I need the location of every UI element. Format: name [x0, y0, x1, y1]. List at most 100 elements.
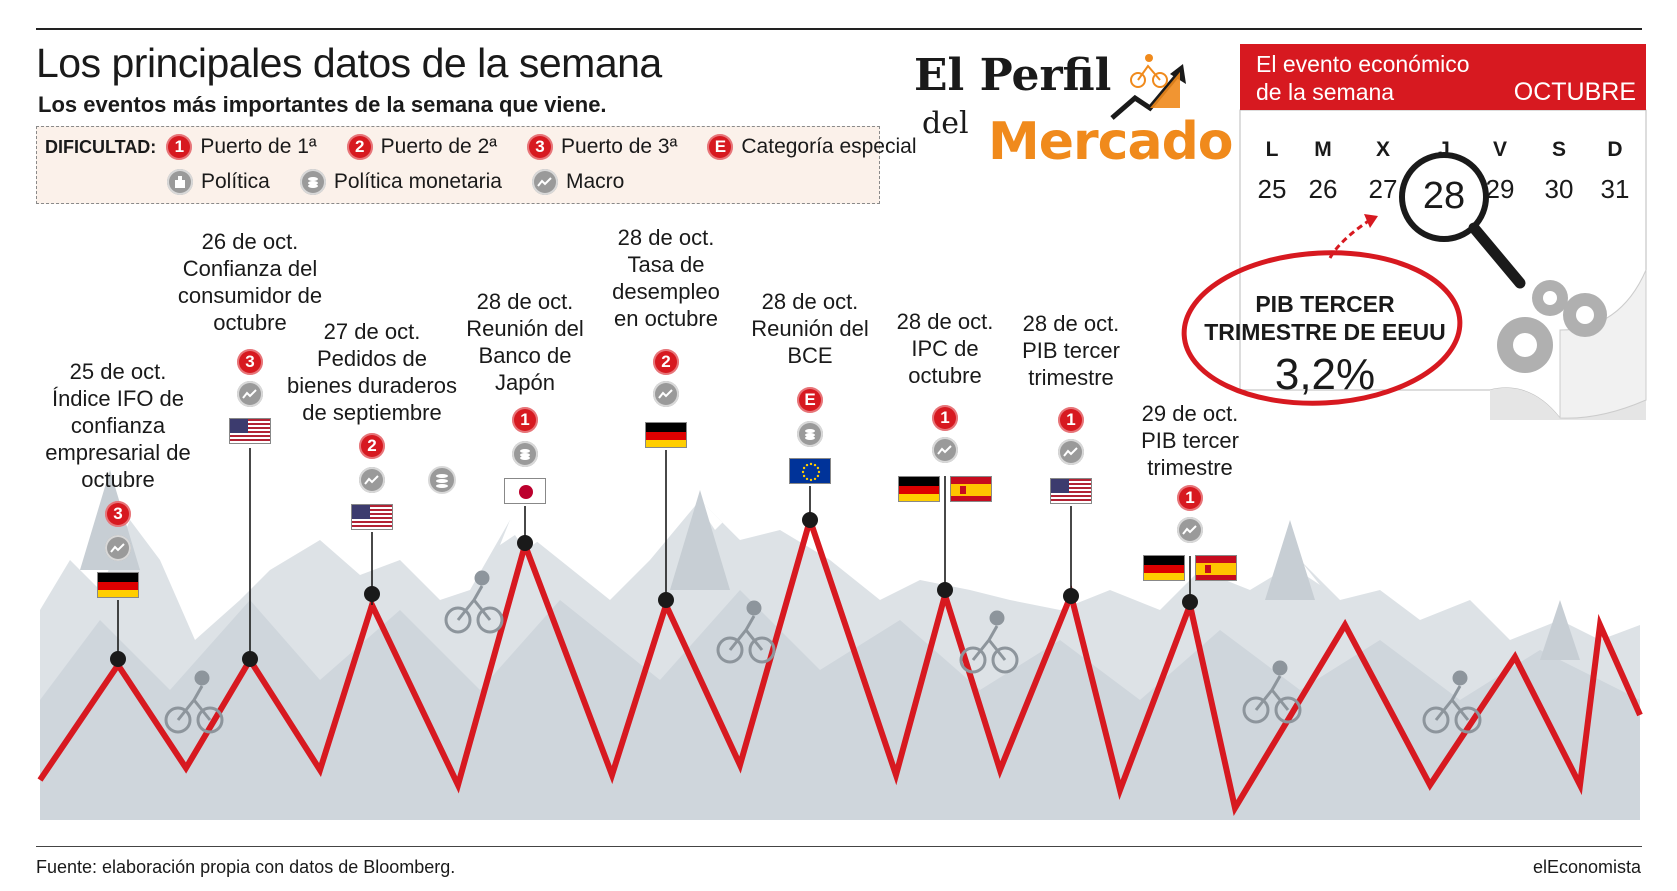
event-label: 28 de oct. Tasa de desempleo en octubre [612, 224, 720, 332]
event-label-line: 28 de oct. [761, 289, 859, 314]
highlight-value: 3,2% [1274, 350, 1376, 399]
event-label-line: PIB tercer [1022, 338, 1120, 363]
calendar-weekday: D [1607, 138, 1623, 161]
event-label-line: confianza [70, 413, 166, 438]
calendar-weekday: V [1492, 138, 1508, 161]
event-label-line: consumidor de [177, 283, 323, 308]
flag-germany-icon [898, 476, 940, 502]
event-label: 25 de oct. Índice IFO de confianza empresar… [45, 358, 191, 493]
event-label: 28 de oct. PIB tercer trimestre [1022, 310, 1120, 391]
source-note: Fuente: elaboración propia con datos de … [36, 857, 456, 877]
legend-label: DIFICULTAD: [45, 136, 157, 157]
brand-name: elEconomista [1532, 857, 1641, 877]
calendar-date: 29 [1485, 174, 1515, 204]
event-label-line: empresarial de [45, 440, 191, 465]
legend-item-1: Puerto de 1ª [200, 135, 317, 158]
flag-eu-icon [789, 458, 831, 484]
logo-el-perfil: El Perfil [914, 50, 1112, 101]
event-label-line: en octubre [614, 306, 718, 331]
flag-spain-icon [1195, 555, 1237, 581]
flag-japan-icon [504, 478, 546, 504]
page-title: Los principales datos de la semana [36, 40, 662, 86]
difficulty-badge-icon: 1 [932, 405, 958, 431]
difficulty-badge-icon: 2 [359, 433, 385, 459]
logo-del: del [922, 106, 969, 141]
difficulty-badge-icon: 3 [105, 501, 131, 527]
calendar-header: El evento económico de la semana OCTUBRE [1240, 44, 1646, 110]
event-label-line: 28 de oct. [896, 309, 994, 334]
monetary-policy-icon [299, 169, 326, 195]
event-label-line: octubre [81, 467, 155, 492]
badge-2-icon: 2 [346, 134, 373, 160]
event-label-line: Japón [495, 370, 555, 395]
calendar-weekday: X [1375, 138, 1391, 161]
mountain-range-back [40, 590, 1640, 820]
route-line [37, 509, 1643, 816]
calendar-event-label: El evento económico de la semana [1256, 50, 1470, 106]
event-label-line: Índice IFO de [51, 386, 185, 411]
flag-usa-icon [229, 418, 271, 444]
macro-icon [1058, 439, 1084, 465]
difficulty-badge-icon: 2 [653, 349, 679, 375]
calendar-weekday: L [1265, 138, 1279, 161]
monetary-policy-icon [797, 421, 823, 447]
badge-3-icon: 3 [527, 134, 554, 160]
calendar-weekday: J [1438, 138, 1450, 161]
event-label-line: octubre [908, 363, 982, 388]
legend-item-e: Categoría especial [741, 135, 917, 158]
calendar-date: 30 [1544, 174, 1574, 204]
legend-item-macro: Macro [565, 170, 625, 193]
page-subtitle: Los eventos más importantes de la semana… [38, 92, 607, 117]
calendar-date: 26 [1308, 174, 1338, 204]
event-label-line: 26 de oct. [201, 229, 299, 254]
macro-icon [1177, 517, 1203, 543]
macro-icon [105, 535, 131, 561]
highlight-circle [1181, 214, 1463, 406]
badge-e-icon: E [707, 134, 734, 160]
calendar-weekday: S [1551, 138, 1567, 161]
calendar-date: 31 [1600, 174, 1630, 204]
calendar-date: 25 [1257, 174, 1287, 204]
politics-icon [167, 169, 193, 195]
event-label: 28 de oct. IPC de octubre [897, 308, 994, 389]
legend-item-monetary: Política monetaria [333, 170, 502, 193]
event-label-line: 27 de oct. [323, 319, 421, 344]
calendar-event-line-2: de la semana [1256, 79, 1395, 105]
highlight-title-line-2: TRIMESTRE DE EEUU [1204, 319, 1446, 345]
highlight-title: PIB TERCER TRIMESTRE DE EEUU [1175, 290, 1475, 346]
event-label-line: de septiembre [302, 400, 442, 425]
macro-icon [237, 381, 263, 407]
event-label-line: octubre [213, 310, 287, 335]
monetary-policy-icon [512, 441, 538, 467]
event-label-line: Reunión del [466, 316, 584, 341]
event-label-line: PIB tercer [1141, 428, 1239, 453]
calendar-date: 27 [1368, 174, 1398, 204]
legend-item-3: Puerto de 3ª [561, 135, 678, 158]
event-label-line: 28 de oct. [1022, 311, 1120, 336]
event-label-line: Reunión del [751, 316, 869, 341]
flag-germany-icon [645, 422, 687, 448]
event-label: 27 de oct. Pedidos de bienes duraderos de s… [287, 318, 457, 426]
event-label-line: 28 de oct. [617, 225, 715, 250]
event-label-line: 28 de oct. [476, 289, 574, 314]
calendar-page [1239, 109, 1647, 420]
event-label-line: desempleo [612, 279, 720, 304]
legend-box: DIFICULTAD: 1 Puerto de 1ª 2 Puerto de 2… [36, 126, 917, 204]
event-label: 28 de oct. Reunión del BCE [751, 288, 868, 369]
highlight-title-line-1: PIB TERCER [1255, 291, 1395, 317]
flag-spain-icon [950, 476, 992, 502]
bottom-rule [36, 846, 1642, 847]
event-label-line: Banco de [478, 343, 572, 368]
event-label-line: Tasa de [627, 252, 705, 277]
monetary-policy-icon [428, 466, 456, 494]
event-label: 28 de oct. Reunión del Banco de Japón [466, 288, 583, 396]
difficulty-badge-icon: 3 [237, 349, 263, 375]
event-label: 26 de oct. Confianza del consumidor de octu… [178, 228, 322, 336]
cyclist-icon [164, 570, 1482, 734]
event-label-line: 25 de oct. [69, 359, 167, 384]
calendar-event-line-1: El evento económico [1256, 51, 1470, 77]
event-label-line: Confianza del [182, 256, 318, 281]
top-rule [36, 28, 1642, 30]
calendar-date-highlight: 28 [1422, 175, 1466, 217]
